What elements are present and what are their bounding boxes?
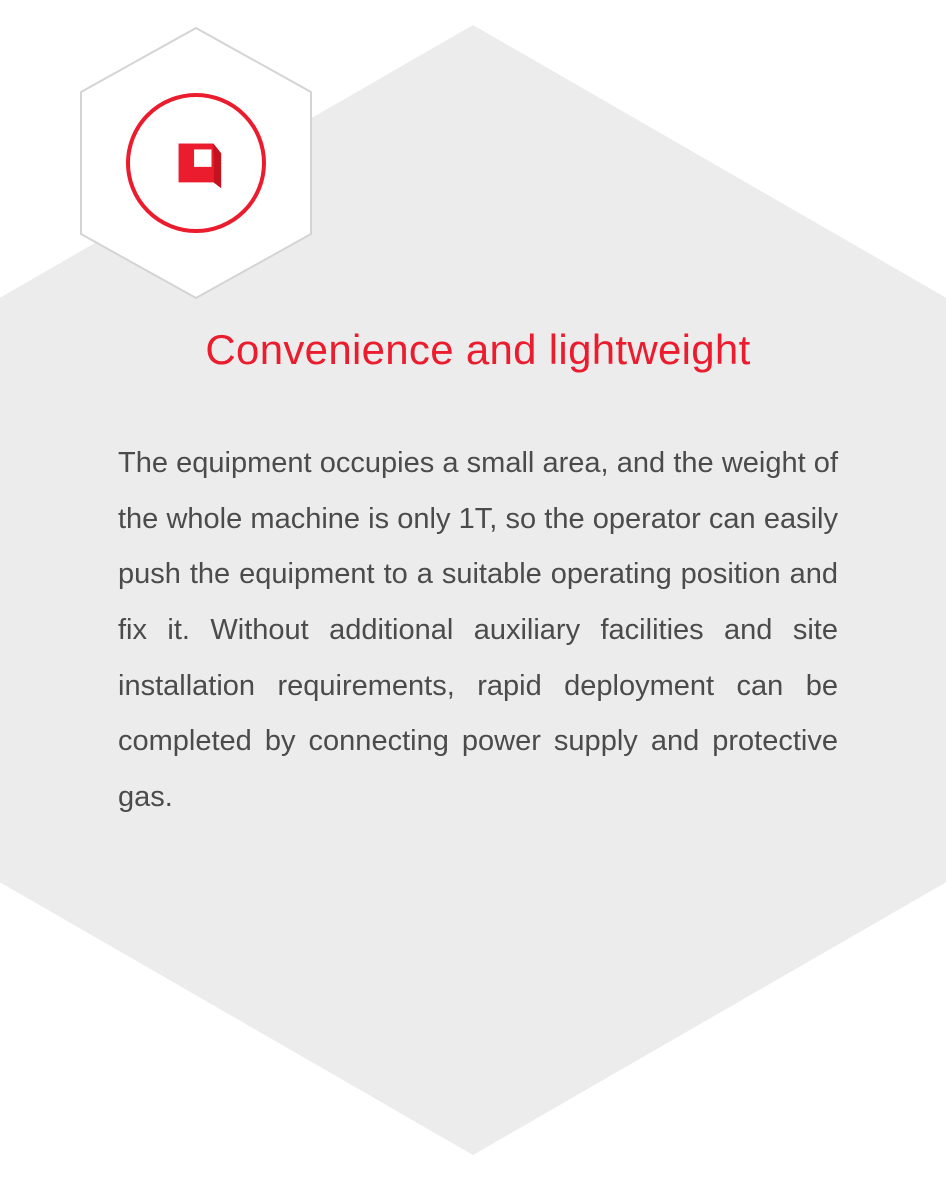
- box-icon: [165, 132, 227, 194]
- icon-circle: [126, 93, 266, 233]
- icon-badge-hexagon: [71, 20, 321, 306]
- feature-body: The equipment occupies a small area, and…: [118, 436, 838, 826]
- feature-content: Convenience and lightweight The equipmen…: [118, 326, 838, 826]
- feature-title: Convenience and lightweight: [118, 326, 838, 374]
